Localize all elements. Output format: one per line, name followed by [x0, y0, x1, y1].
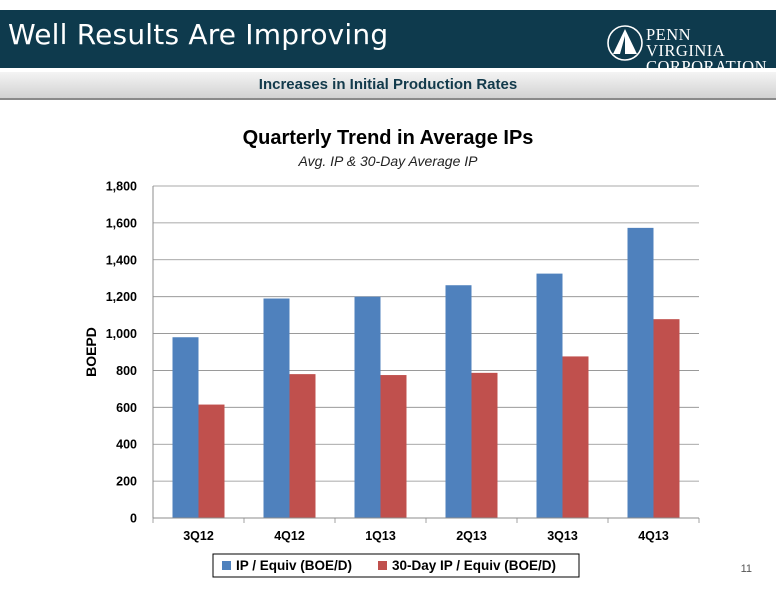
bar-ip: [172, 337, 199, 518]
legend-label-30day-ip: 30-Day IP / Equiv (BOE/D): [392, 558, 556, 573]
logo-text: PENN VIRGINIA CORPORATION: [646, 25, 772, 76]
header-bar: Well Results Are Improving PENN VIRGINIA…: [0, 10, 776, 75]
bar-30day-ip: [562, 356, 589, 518]
y-tick-label: 1,800: [106, 180, 137, 194]
bar-ip: [536, 273, 563, 518]
legend-swatch-ip: [222, 561, 231, 570]
y-tick-label: 1,400: [106, 253, 137, 267]
legend-swatch-30day-ip: [378, 561, 387, 570]
y-tick-label: 200: [116, 475, 137, 489]
bar-30day-ip: [289, 374, 316, 518]
logo-icon: [607, 25, 643, 61]
company-logo: PENN VIRGINIA CORPORATION: [606, 24, 772, 75]
chart-title: Quarterly Trend in Average IPs: [243, 127, 534, 149]
x-tick-label: 3Q12: [183, 529, 214, 543]
x-tick-label: 4Q12: [274, 529, 305, 543]
y-tick-label: 1,600: [106, 216, 137, 230]
x-tick-label: 2Q13: [456, 529, 487, 543]
y-tick-label: 1,200: [106, 290, 137, 304]
y-tick-label: 800: [116, 364, 137, 378]
logo-line-1: PENN VIRGINIA: [646, 25, 726, 60]
subheader-text: Increases in Initial Production Rates: [258, 76, 518, 93]
bar-30day-ip: [471, 372, 498, 518]
x-tick-label: 1Q13: [365, 529, 396, 543]
x-tick-label: 4Q13: [638, 529, 669, 543]
bar-ip: [627, 227, 654, 518]
bar-30day-ip: [653, 319, 680, 518]
y-tick-label: 400: [116, 438, 137, 452]
legend-label-ip: IP / Equiv (BOE/D): [236, 558, 352, 573]
subheader-bar: Increases in Initial Production Rates: [0, 72, 776, 100]
page-number: 11: [740, 563, 752, 575]
logo-line-2: CORPORATION: [646, 57, 768, 76]
chart-subtitle: Avg. IP & 30-Day Average IP: [298, 153, 479, 169]
y-tick-label: 0: [130, 512, 137, 526]
legend-box: [212, 553, 580, 578]
y-tick-label: 1,000: [106, 327, 137, 341]
bar-30day-ip: [380, 375, 407, 518]
bar-ip: [263, 298, 290, 518]
bar-ip: [445, 285, 472, 518]
y-tick-label: 600: [116, 401, 137, 415]
bar-ip: [354, 296, 381, 518]
bar-30day-ip: [198, 404, 225, 518]
slide-title: Well Results Are Improving: [8, 18, 389, 51]
x-tick-label: 3Q13: [547, 529, 578, 543]
y-axis-label: BOEPD: [83, 327, 99, 377]
